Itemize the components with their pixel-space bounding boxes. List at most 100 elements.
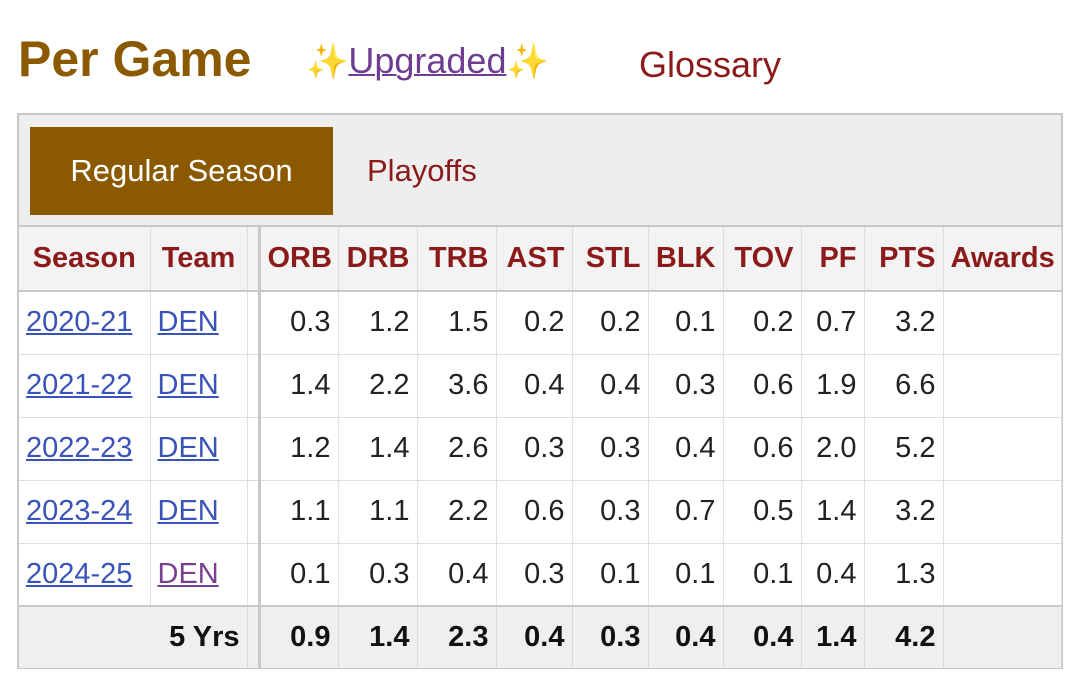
total-ast: 0.4 [496, 605, 573, 668]
cell-trb: 2.2 [417, 480, 497, 544]
cell-tov: 0.2 [723, 291, 802, 355]
column-header-team[interactable]: Team [150, 227, 248, 292]
column-spacer [247, 291, 261, 355]
total-stl: 0.3 [572, 605, 649, 668]
cell-pf: 2.0 [801, 417, 865, 481]
column-spacer [247, 354, 261, 418]
table-row: 2022-23 DEN 1.2 1.4 2.6 0.3 0.3 0.4 0.6 … [19, 417, 1062, 481]
cell-pts: 5.2 [864, 417, 944, 481]
total-trb: 2.3 [417, 605, 497, 668]
total-pf: 1.4 [801, 605, 865, 668]
cell-drb: 0.3 [338, 543, 418, 607]
cell-pf: 0.7 [801, 291, 865, 355]
season-link[interactable]: 2021-22 [26, 369, 133, 401]
column-spacer [247, 227, 261, 292]
column-header-season[interactable]: Season [19, 227, 151, 292]
column-spacer [247, 543, 261, 607]
cell-stl: 0.2 [572, 291, 649, 355]
season-link[interactable]: 2020-21 [26, 306, 133, 339]
cell-pf: 1.4 [801, 480, 865, 544]
cell-trb: 0.4 [417, 543, 497, 607]
per-game-table: Season Team ORB DRB TRB AST STL BLK TOV … [19, 227, 1062, 668]
cell-pf: 0.4 [801, 543, 865, 607]
cell-stl: 0.3 [572, 417, 649, 481]
table-row: 2024-25 DEN 0.1 0.3 0.4 0.3 0.1 0.1 0.1 … [19, 543, 1062, 607]
column-header-trb[interactable]: TRB [417, 227, 497, 292]
column-header-pts[interactable]: PTS [864, 227, 944, 292]
cell-blk: 0.1 [648, 543, 724, 607]
cell-ast: 0.3 [496, 417, 573, 481]
section-title: Per Game [18, 31, 252, 87]
per-game-panel: Regular Season Playoffs Season Team ORB … [17, 113, 1063, 669]
season-link[interactable]: 2022-23 [26, 432, 133, 464]
team-link[interactable]: DEN [157, 432, 219, 464]
cell-orb: 1.1 [259, 480, 339, 544]
cell-orb: 0.3 [259, 291, 339, 355]
cell-pts: 3.2 [864, 291, 944, 355]
table-row: 2021-22 DEN 1.4 2.2 3.6 0.4 0.4 0.3 0.6 … [19, 354, 1062, 418]
cell-drb: 1.2 [338, 291, 418, 355]
tab-regular-season[interactable]: Regular Season [30, 127, 333, 215]
cell-blk: 0.7 [648, 480, 724, 544]
team-link[interactable]: DEN [157, 369, 219, 401]
total-orb: 0.9 [259, 605, 339, 668]
total-drb: 1.4 [338, 605, 418, 668]
column-header-drb[interactable]: DRB [338, 227, 418, 292]
section-header: Per Game ✨Upgraded✨ Glossary [18, 26, 1068, 96]
season-type-filter: Regular Season Playoffs [19, 115, 1061, 227]
cell-ast: 0.2 [496, 291, 573, 355]
team-link[interactable]: DEN [157, 306, 219, 339]
column-header-orb[interactable]: ORB [259, 227, 339, 292]
cell-tov: 0.6 [723, 354, 802, 418]
column-spacer [247, 480, 261, 544]
column-header-ast[interactable]: AST [496, 227, 573, 292]
cell-stl: 0.3 [572, 480, 649, 544]
cell-orb: 1.4 [259, 354, 339, 418]
season-link[interactable]: 2024-25 [26, 557, 133, 590]
cell-awards [943, 480, 1062, 544]
cell-drb: 2.2 [338, 354, 418, 418]
team-link[interactable]: DEN [157, 557, 219, 590]
cell-blk: 0.3 [648, 354, 724, 418]
column-spacer [247, 605, 261, 668]
cell-ast: 0.4 [496, 354, 573, 418]
total-tov: 0.4 [723, 605, 802, 668]
cell-blk: 0.1 [648, 291, 724, 355]
column-header-tov[interactable]: TOV [723, 227, 802, 292]
cell-tov: 0.1 [723, 543, 802, 607]
cell-ast: 0.3 [496, 543, 573, 607]
table-header-row: Season Team ORB DRB TRB AST STL BLK TOV … [19, 227, 1062, 292]
cell-pts: 3.2 [864, 480, 944, 544]
cell-drb: 1.1 [338, 480, 418, 544]
cell-tov: 0.6 [723, 417, 802, 481]
season-link[interactable]: 2023-24 [26, 495, 133, 527]
cell-stl: 0.4 [572, 354, 649, 418]
totals-row: 5 Yrs 0.9 1.4 2.3 0.4 0.3 0.4 0.4 1.4 4.… [19, 605, 1062, 668]
upgraded-badge: ✨Upgraded✨ [306, 40, 549, 82]
cell-trb: 1.5 [417, 291, 497, 355]
team-link[interactable]: DEN [157, 495, 219, 527]
cell-pts: 6.6 [864, 354, 944, 418]
cell-tov: 0.5 [723, 480, 802, 544]
total-awards [943, 605, 1062, 668]
cell-pts: 1.3 [864, 543, 944, 607]
column-header-stl[interactable]: STL [572, 227, 649, 292]
upgraded-link[interactable]: Upgraded [348, 40, 507, 81]
sparkles-icon: ✨ [306, 43, 349, 81]
cell-drb: 1.4 [338, 417, 418, 481]
total-pts: 4.2 [864, 605, 944, 668]
tab-playoffs[interactable]: Playoffs [367, 153, 477, 188]
cell-trb: 3.6 [417, 354, 497, 418]
cell-awards [943, 354, 1062, 418]
column-header-blk[interactable]: BLK [648, 227, 724, 292]
cell-awards [943, 291, 1062, 355]
column-header-awards[interactable]: Awards [943, 227, 1062, 292]
cell-blk: 0.4 [648, 417, 724, 481]
cell-stl: 0.1 [572, 543, 649, 607]
total-blk: 0.4 [648, 605, 724, 668]
cell-pf: 1.9 [801, 354, 865, 418]
glossary-link[interactable]: Glossary [639, 44, 782, 85]
column-header-pf[interactable]: PF [801, 227, 865, 292]
totals-label: 5 Yrs [19, 605, 248, 668]
cell-trb: 2.6 [417, 417, 497, 481]
